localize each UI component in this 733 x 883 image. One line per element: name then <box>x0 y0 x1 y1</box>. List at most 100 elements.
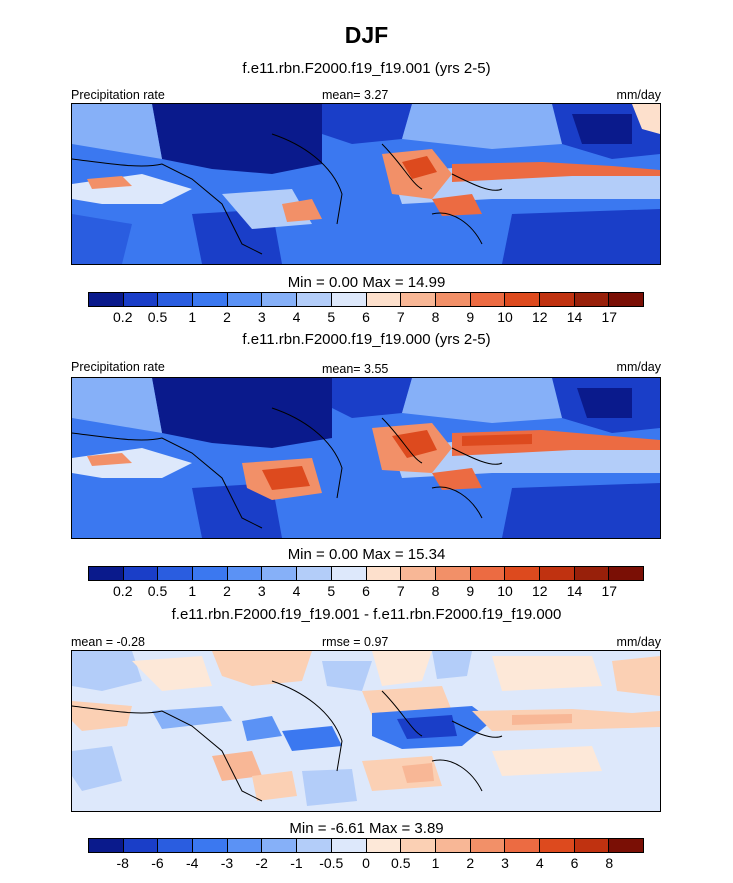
panel3-colorbar-swatch <box>227 839 263 852</box>
panel3-colorbar-swatch <box>366 839 402 852</box>
panel1-variable-label: Precipitation rate <box>71 88 165 102</box>
panel2-colorbar-tick-label: 7 <box>396 583 405 599</box>
panel1-mean-label: mean= 3.27 <box>322 88 389 102</box>
panel1-colorbar-tick-label: 2 <box>223 309 231 325</box>
panel3-colorbar-swatch <box>262 839 298 852</box>
panel3-colorbar-tick-label: 6 <box>570 855 579 871</box>
panel1-colorbar-tick-label: 12 <box>531 309 548 325</box>
panel2-colorbar <box>88 566 644 581</box>
panel1-colorbar-swatch <box>331 293 367 306</box>
panel3-colorbar-tick-label: -6 <box>151 855 164 871</box>
panel2-colorbar-swatch <box>435 567 471 580</box>
panel2-subtitle: f.e11.rbn.F2000.f19_f19.000 (yrs 2-5) <box>242 331 491 348</box>
panel1-colorbar-swatch <box>539 293 575 306</box>
panel3-colorbar-tick-label: -4 <box>186 855 199 871</box>
panel2-colorbar-ticks: 0.2 0.5 1 2 3 4 5 6 7 8 9 10 12 14 17 <box>88 583 644 601</box>
panel3-colorbar-tick-label: -8 <box>116 855 129 871</box>
panel2-colorbar-swatch <box>89 567 124 580</box>
panel1-colorbar-swatch <box>401 293 436 306</box>
panel1-colorbar-tick-label: 3 <box>257 309 266 325</box>
panel3-colorbar-tick-label: 8 <box>605 855 614 871</box>
panel2-minmax: Min = 0.00 Max = 15.34 <box>287 546 446 563</box>
panel2-colorbar-swatch <box>539 567 575 580</box>
panel1-colorbar-tick-label: 0.5 <box>147 309 168 325</box>
panel3-colorbar-swatch <box>435 839 471 852</box>
panel1-subtitle: f.e11.rbn.F2000.f19_f19.001 (yrs 2-5) <box>242 60 491 77</box>
panel1-colorbar-swatch <box>470 293 506 306</box>
panel3-mean-label: mean = -0.28 <box>71 635 146 649</box>
panel2-colorbar-tick-label: 0.2 <box>113 583 133 599</box>
panel3-minmax: Min = -6.61 Max = 3.89 <box>289 820 444 837</box>
panel1-colorbar-tick-label: 4 <box>292 309 301 325</box>
panel3-units-label: mm/day <box>616 635 661 649</box>
panel1-colorbar-tick-label: 10 <box>497 309 513 325</box>
panel2-colorbar-tick-label: 10 <box>497 583 513 599</box>
panel1-colorbar-tick-label: 7 <box>396 309 405 325</box>
panel3-colorbar-tick-label: -3 <box>220 855 234 871</box>
panel1-units-label: mm/day <box>616 88 661 102</box>
panel2-map <box>71 377 661 539</box>
panel3-colorbar-swatch <box>331 839 367 852</box>
panel1-colorbar-swatch <box>227 293 263 306</box>
panel3-rmse-label: rmse = 0.97 <box>322 635 389 649</box>
panel3-colorbar-tick-label: -0.5 <box>319 855 344 871</box>
panel1-colorbar-tick-label: 8 <box>431 309 440 325</box>
panel1-colorbar-swatch <box>574 293 610 306</box>
panel1-colorbar-tick-label: 9 <box>466 309 475 325</box>
panel1-colorbar-swatch <box>366 293 402 306</box>
panel2-units-label: mm/day <box>616 360 661 374</box>
panel2-colorbar-swatch <box>505 567 540 580</box>
panel3-colorbar-swatch <box>158 839 194 852</box>
panel2-colorbar-tick-label: 0.5 <box>147 583 168 599</box>
panel1-colorbar-swatch <box>609 293 643 306</box>
panel1-colorbar-tick-label: 1 <box>188 309 197 325</box>
panel1-colorbar-swatch <box>297 293 332 306</box>
panel3-subtitle: f.e11.rbn.F2000.f19_f19.001 - f.e11.rbn.… <box>171 606 562 623</box>
panel3-colorbar-swatch <box>539 839 575 852</box>
panel1-colorbar-swatch <box>89 293 124 306</box>
panel3-colorbar-tick-label: 3 <box>501 855 509 871</box>
panel1-colorbar-ticks: 0.2 0.5 1 2 3 4 5 6 7 8 9 10 12 14 17 <box>88 309 644 327</box>
panel2-colorbar-tick-label: 12 <box>531 583 548 599</box>
panel3-colorbar-swatch <box>89 839 124 852</box>
panel2-colorbar-swatch <box>331 567 367 580</box>
panel3-colorbar-swatch <box>193 839 228 852</box>
panel2-colorbar-tick-label: 3 <box>257 583 266 599</box>
panel1-colorbar-tick-label: 14 <box>566 309 583 325</box>
panel1-colorbar-tick-label: 0.2 <box>113 309 133 325</box>
panel3-colorbar <box>88 838 644 853</box>
panel3-colorbar-tick-label: 0 <box>362 855 370 871</box>
panel2-colorbar-swatch <box>262 567 298 580</box>
panel2-colorbar-tick-label: 17 <box>601 583 618 599</box>
panel2-colorbar-swatch <box>470 567 506 580</box>
panel2-variable-label: Precipitation rate <box>71 360 165 374</box>
panel1-colorbar-tick-label: 17 <box>601 309 618 325</box>
panel1-colorbar <box>88 292 644 307</box>
panel3-colorbar-ticks: -8 -6 -4 -3 -2 -1 -0.5 0 0.5 1 2 3 4 6 8 <box>88 855 644 873</box>
panel1-colorbar-tick-label: 5 <box>327 309 336 325</box>
panel2-colorbar-tick-label: 14 <box>566 583 583 599</box>
panel2-colorbar-tick-label: 2 <box>223 583 231 599</box>
panel1-colorbar-swatch <box>123 293 159 306</box>
panel2-colorbar-swatch <box>401 567 436 580</box>
panel1-colorbar-swatch <box>193 293 228 306</box>
panel2-colorbar-tick-label: 8 <box>431 583 440 599</box>
panel2-colorbar-tick-label: 1 <box>188 583 197 599</box>
panel3-colorbar-tick-label: 0.5 <box>391 855 411 871</box>
panel3-colorbar-swatch <box>505 839 540 852</box>
panel3-colorbar-tick-label: 2 <box>466 855 475 871</box>
panel2-colorbar-tick-label: 5 <box>327 583 336 599</box>
panel2-colorbar-swatch <box>227 567 263 580</box>
panel3-colorbar-swatch <box>609 839 643 852</box>
panel2-colorbar-swatch <box>123 567 159 580</box>
panel3-colorbar-tick-label: 4 <box>535 855 544 871</box>
panel3-colorbar-swatch <box>297 839 332 852</box>
panel1-minmax: Min = 0.00 Max = 14.99 <box>287 274 446 291</box>
panel3-colorbar-tick-label: -2 <box>255 855 268 871</box>
panel3-colorbar-swatch <box>470 839 506 852</box>
panel2-colorbar-swatch <box>193 567 228 580</box>
panel3-colorbar-tick-label: -1 <box>290 855 303 871</box>
panel2-colorbar-swatch <box>297 567 332 580</box>
panel1-colorbar-swatch <box>262 293 298 306</box>
panel2-colorbar-swatch <box>609 567 643 580</box>
